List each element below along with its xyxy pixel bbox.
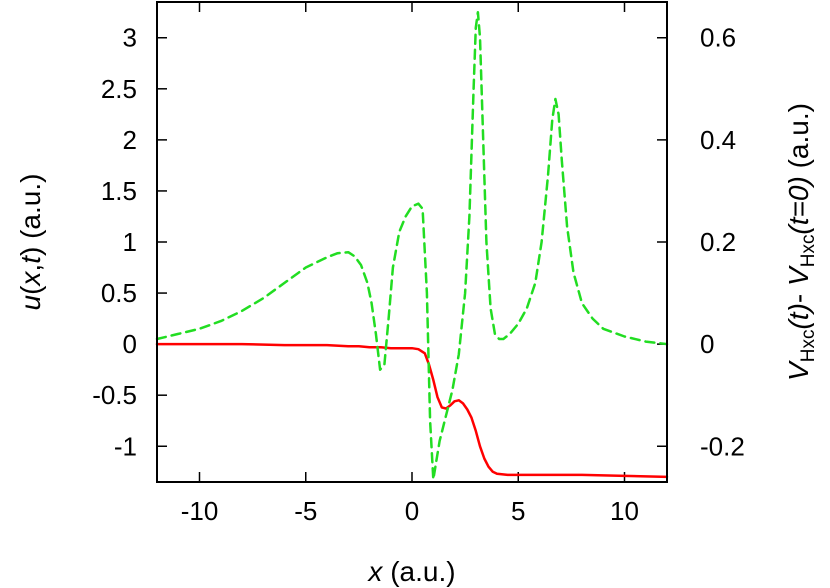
y-right-tick-label: 0.2	[700, 227, 736, 257]
series-layer	[155, 10, 669, 481]
y-left-tick-label: -1	[114, 431, 137, 461]
y-left-tick-label: 2.5	[101, 74, 137, 104]
x-tick-label: 10	[610, 496, 639, 526]
y-right-axis-label: VHxc(t)- VHxc(t=0) (a.u.)	[783, 103, 819, 381]
x-tick-label: 0	[405, 496, 419, 526]
y-right-tick-label: 0	[700, 329, 714, 359]
y-left-tick-label: 0	[123, 329, 137, 359]
y-right-tick-label: 0.6	[700, 23, 736, 53]
x-tick-label: -5	[294, 496, 317, 526]
y-left-tick-label: 3	[123, 23, 137, 53]
y-left-tick-label: 1	[123, 227, 137, 257]
y-left-tick-label: 1.5	[101, 176, 137, 206]
x-tick-label: 5	[511, 496, 525, 526]
ticks-layer: -10 -5 0 5 10 -1 -0.5 0 0.5 1 1.5 2 2.5 3 -0.2 0 0.2 0.4 0…	[92, 2, 745, 526]
y-right-tick-label: 0.4	[700, 125, 736, 155]
y-left-tick-label: 2	[123, 125, 137, 155]
y-left-axis-label: u(x,t) (a.u.)	[15, 174, 46, 311]
y-right-tick-label: -0.2	[700, 431, 745, 461]
y-left-tick-label: 0.5	[101, 278, 137, 308]
series-line-vhxc	[155, 10, 669, 481]
x-axis-label: x (a.u.)	[366, 556, 455, 587]
series-line-u	[155, 342, 669, 479]
x-tick-label: -10	[181, 496, 219, 526]
plot-frame	[156, 1, 668, 483]
y-left-tick-label: -0.5	[92, 380, 137, 410]
